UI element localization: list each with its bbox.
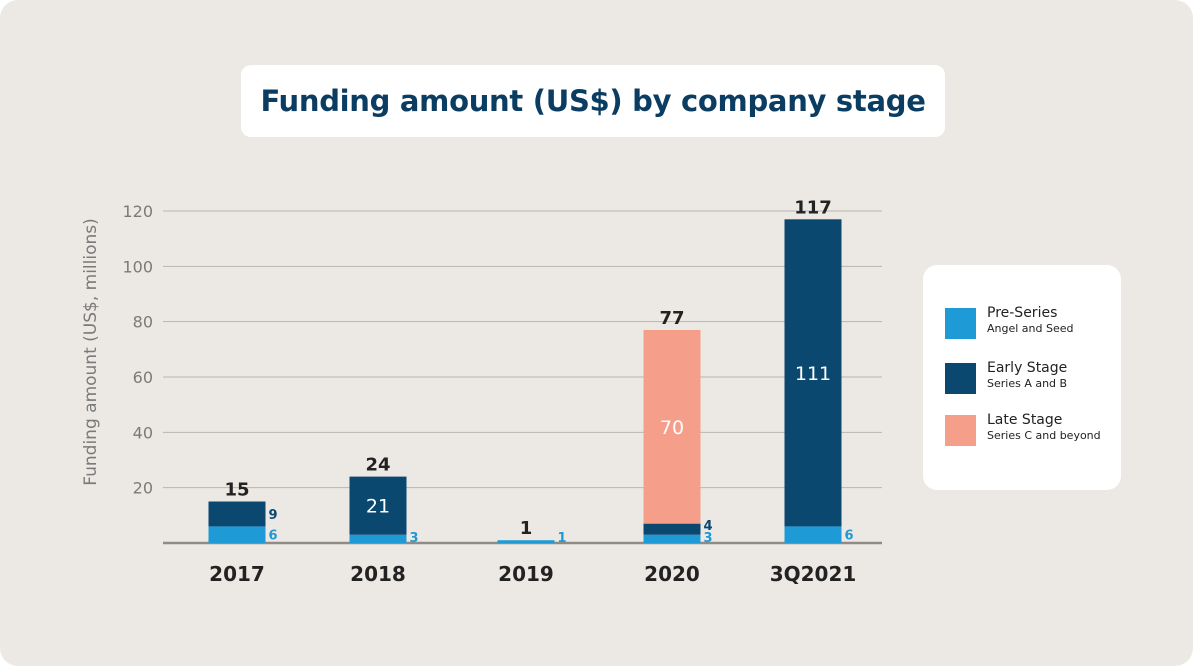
data-label-pre-series: 6 [845,529,854,544]
total-label: 24 [365,455,390,476]
y-tick-label: 120 [122,202,153,221]
bar-pre-series [208,526,266,543]
x-tick-label: 2019 [498,562,554,586]
legend-item-late-stage: Late Stage Series C and beyond [945,412,1101,446]
legend-item-pre-series: Pre-Series Angel and Seed [945,305,1074,339]
legend-sublabel: Series A and B [987,377,1068,390]
data-label-pre-series: 3 [410,531,419,546]
x-tick-label: 2020 [644,562,700,586]
legend-label: Early Stage [987,360,1068,376]
bar-pre-series [497,540,555,543]
total-label: 77 [659,308,684,329]
bar-early-stage [349,476,407,535]
total-label: 117 [794,197,832,218]
x-tick-label: 2017 [209,562,265,586]
y-tick-label: 40 [133,423,153,442]
y-tick-label: 60 [133,368,153,387]
bar-pre-series [643,534,701,543]
legend-item-early-stage: Early Stage Series A and B [945,360,1067,394]
legend-sublabel: Series C and beyond [987,429,1101,442]
title-box: Funding amount (US$) by company stage [241,65,945,137]
chart-title: Funding amount (US$) by company stage [260,84,926,118]
data-label-pre-series: 3 [704,531,713,546]
bar-late-stage [643,329,701,524]
legend-label: Late Stage [987,412,1063,428]
legend: Pre-Series Angel and Seed Early Stage Seri… [923,265,1121,490]
legend-swatch-late-stage [945,415,976,446]
data-label-early-stage: 21 [366,496,390,518]
bar-early-stage [208,501,266,527]
data-label-pre-series: 6 [269,529,278,544]
bar-early-stage [643,523,701,535]
total-label: 1 [520,518,533,539]
y-tick-label: 100 [122,257,153,276]
bar-pre-series [349,534,407,543]
data-label-early-stage: 4 [704,519,713,534]
y-tick-label: 20 [133,479,153,498]
legend-swatch-pre-series [945,308,976,339]
data-label-early-stage: 111 [795,363,831,385]
y-axis-label: Funding amount (US$, millions) [81,218,101,485]
total-label: 15 [224,480,249,501]
legend-sublabel: Angel and Seed [987,322,1074,335]
data-label-early-stage: 9 [269,508,278,523]
legend-swatch-early-stage [945,363,976,394]
y-tick-label: 80 [133,313,153,332]
x-tick-label: 2018 [350,562,406,586]
x-tick-label: 3Q2021 [770,562,857,586]
data-label-late-stage: 70 [660,417,684,439]
bar-early-stage [784,219,842,527]
legend-label: Pre-Series [987,305,1058,321]
bar-pre-series [784,526,842,543]
data-label-pre-series: 1 [558,531,567,546]
